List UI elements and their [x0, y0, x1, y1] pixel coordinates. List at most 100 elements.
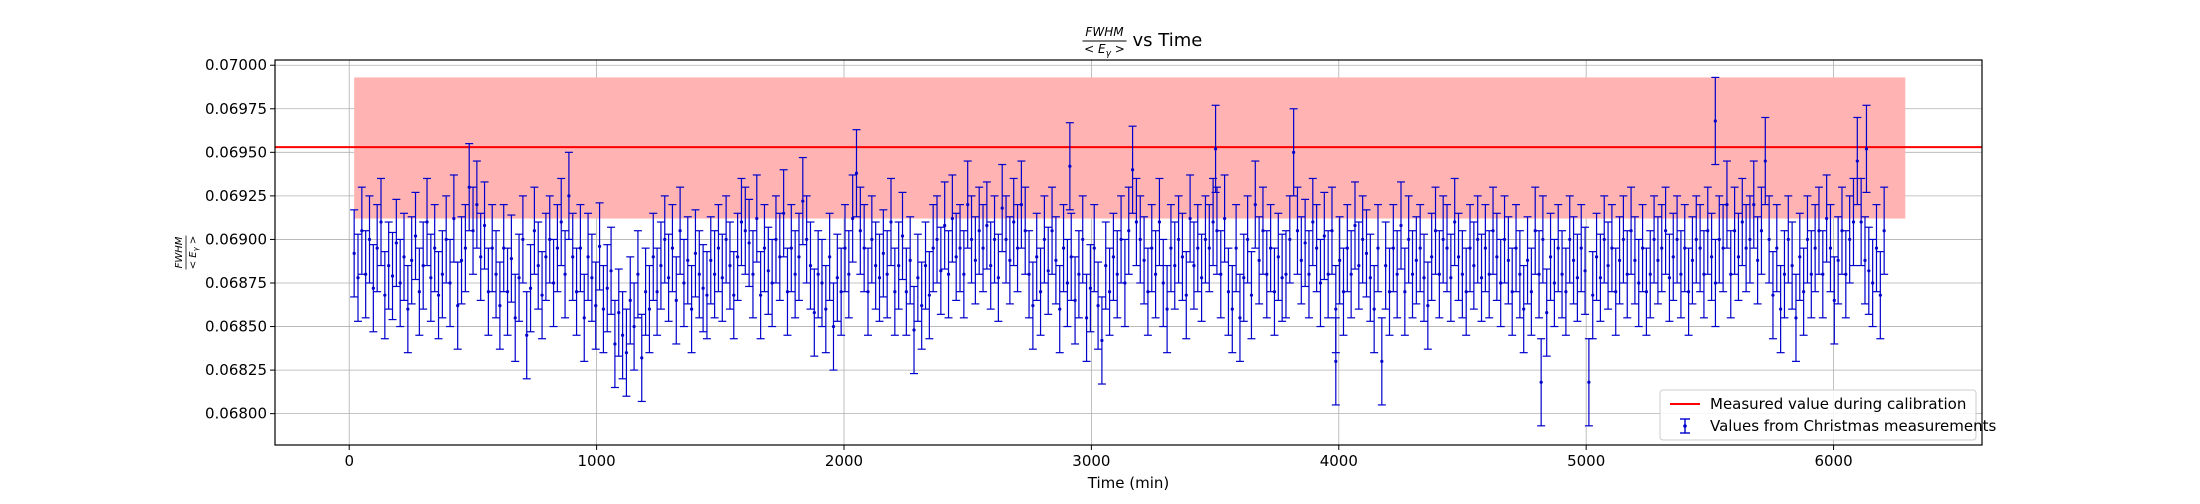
- legend-box: [1659, 389, 1977, 441]
- measurement-point: [1423, 261, 1432, 350]
- measurement-point: [936, 226, 945, 315]
- measurement-point: [1255, 216, 1264, 305]
- measurement-point: [1504, 216, 1513, 305]
- measurement-point: [787, 203, 796, 293]
- measurement-point: [415, 247, 424, 336]
- measurement-point: [979, 203, 988, 293]
- measurement-point: [1788, 221, 1797, 310]
- measurement-point: [1228, 264, 1237, 354]
- measurement-point: [1542, 268, 1551, 357]
- measurement-point: [1569, 216, 1578, 305]
- measurement-point: [829, 282, 838, 371]
- measurement-point: [1554, 203, 1563, 293]
- measurement-point: [1596, 233, 1605, 322]
- measurement-point: [1293, 186, 1302, 275]
- measurement-point: [1097, 296, 1106, 385]
- legend-measurement-label: Values from Christmas measurements: [1710, 417, 1996, 435]
- measurement-point: [653, 247, 662, 336]
- measurement-point: [564, 151, 573, 241]
- x-tick-label: 3000: [1072, 452, 1110, 470]
- measurement-point: [503, 247, 512, 336]
- measurement-point: [825, 212, 834, 302]
- measurement-point: [1224, 247, 1233, 336]
- measurement-point: [576, 203, 585, 293]
- measurement-point: [791, 230, 800, 319]
- measurement-point: [457, 216, 466, 305]
- measurement-point: [1186, 174, 1195, 263]
- measurement-point: [1312, 203, 1321, 293]
- measurement-point: [1274, 212, 1283, 302]
- measurement-point: [1834, 216, 1843, 305]
- measurement-point: [1389, 203, 1398, 293]
- measurement-point: [748, 230, 757, 319]
- measurement-point: [614, 268, 623, 357]
- measurement-point: [810, 268, 819, 357]
- measurement-point: [848, 174, 857, 263]
- measurement-point: [1795, 212, 1804, 302]
- measurement-point: [373, 203, 382, 293]
- measurement-point: [998, 163, 1007, 253]
- measurement-point: [879, 209, 888, 298]
- measurement-point: [1366, 233, 1375, 322]
- measurement-point: [1803, 195, 1812, 284]
- measurement-point: [1040, 195, 1049, 284]
- measurement-point: [1170, 221, 1179, 310]
- measurement-point: [679, 238, 688, 328]
- measurement-point: [630, 282, 639, 371]
- measurement-point: [883, 230, 892, 319]
- measurement-point: [1048, 186, 1057, 275]
- measurement-point: [530, 186, 539, 275]
- measurement-point: [1304, 230, 1313, 319]
- measurement-point: [1270, 247, 1279, 336]
- measurement-point: [1059, 203, 1068, 293]
- measurement-point: [1320, 191, 1329, 281]
- measurement-point: [1416, 203, 1425, 293]
- measurement-point: [802, 195, 811, 284]
- measurement-point: [438, 230, 447, 319]
- legend-calibration-label: Measured value during calibration: [1710, 395, 1966, 413]
- measurement-point: [1630, 216, 1639, 305]
- measurement-point: [633, 230, 642, 319]
- measurement-point: [898, 191, 907, 281]
- measurement-point: [687, 264, 696, 354]
- measurement-point: [1036, 247, 1045, 336]
- measurement-point: [553, 203, 562, 293]
- measurement-point: [1090, 203, 1099, 293]
- measurement-point: [994, 233, 1003, 322]
- measurement-point: [1600, 195, 1609, 284]
- measurement-point: [610, 299, 619, 389]
- measurement-point: [526, 244, 535, 333]
- measurement-point: [1025, 230, 1034, 319]
- x-axis-label: Time (min): [1087, 474, 1169, 492]
- measurement-point: [1101, 221, 1110, 310]
- measurement-point: [714, 203, 723, 293]
- measurement-point: [1830, 256, 1839, 345]
- measurement-point: [1853, 116, 1862, 206]
- measurement-point: [1113, 230, 1122, 319]
- measurement-point: [1420, 233, 1429, 322]
- measurement-point: [1684, 247, 1693, 336]
- measurement-point: [1558, 230, 1567, 319]
- measurement-point: [1308, 177, 1317, 267]
- measurement-point: [894, 221, 903, 310]
- measurement-point: [1872, 203, 1881, 293]
- measurement-point: [1864, 226, 1873, 315]
- measurement-point: [1335, 216, 1344, 305]
- measurement-point: [1427, 212, 1436, 302]
- measurement-point: [1627, 186, 1636, 275]
- measurement-point: [798, 156, 807, 246]
- measurement-point: [1362, 209, 1371, 298]
- measurement-points-layer: [350, 76, 1889, 427]
- measurement-point: [814, 230, 823, 319]
- measurement-point: [1347, 230, 1356, 319]
- measurement-point: [1397, 181, 1406, 270]
- y-axis-ticks: 0.06800 0.06825 0.06850 0.06875 0.06900 0.069…: [205, 56, 275, 423]
- measurement-point: [1005, 216, 1014, 305]
- measurement-point: [1615, 216, 1624, 305]
- measurement-point: [1535, 230, 1544, 319]
- measurement-point: [1469, 221, 1478, 310]
- measurement-point: [353, 233, 362, 322]
- measurement-point: [906, 216, 915, 305]
- measurement-point: [1822, 174, 1831, 263]
- measurement-point: [756, 251, 765, 340]
